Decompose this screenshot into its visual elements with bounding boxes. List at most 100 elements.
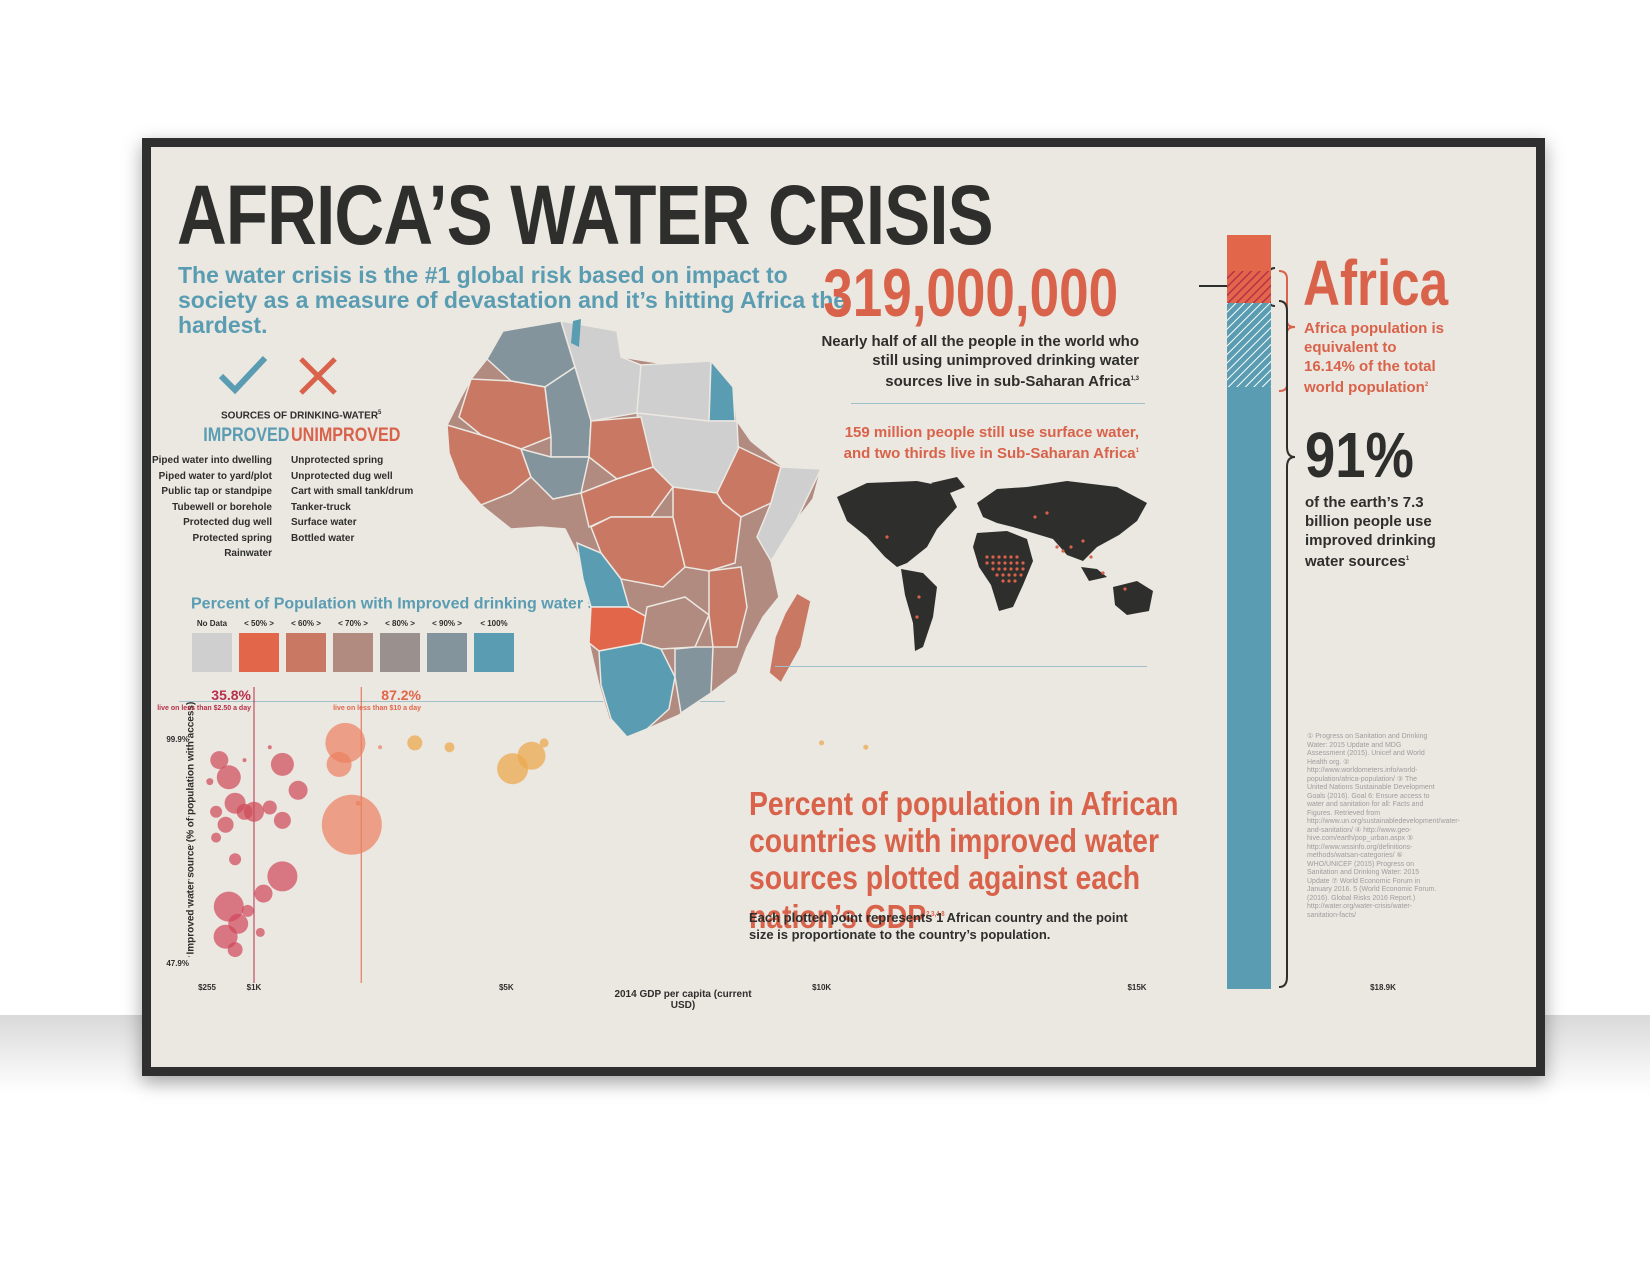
legend-label: < 90% > — [432, 619, 462, 628]
population-bar — [1227, 235, 1271, 989]
divider-left — [179, 701, 725, 702]
list-item: Cart with small tank/drum — [291, 486, 414, 497]
legend-item: < 50% > — [239, 619, 279, 672]
legend-swatch — [239, 633, 279, 672]
data-point — [213, 924, 238, 949]
bar-segment-africa — [1227, 235, 1271, 271]
legend-label: No Data — [196, 619, 228, 628]
footnotes: ① Progress on Sanitation and Drinking Wa… — [1307, 733, 1460, 919]
data-point — [210, 751, 229, 770]
x-axis-label: 2014 GDP per capita (current USD) — [614, 989, 752, 1011]
scatter-plot — [188, 687, 869, 983]
world-bracket — [1278, 300, 1296, 988]
legend-item: < 100% — [474, 619, 514, 672]
legend-swatch — [333, 633, 373, 672]
data-point — [217, 816, 234, 833]
data-point — [497, 753, 529, 785]
unimproved-heading: UNIMPROVED — [291, 425, 401, 446]
data-point — [262, 800, 277, 815]
surface-water-text: 159 million people still use surface wat… — [843, 424, 1139, 462]
data-point — [539, 738, 549, 748]
list-item: Public tap or standpipe — [161, 486, 272, 497]
data-point — [819, 740, 825, 746]
list-item: Protected spring — [192, 532, 272, 544]
bar-segment-africa-improved — [1227, 303, 1271, 387]
data-point — [326, 751, 352, 777]
sources-heading: SOURCES OF DRINKING-WATER5 — [221, 410, 382, 422]
world-percent: 91% — [1305, 419, 1414, 491]
list-item: Rainwater — [224, 548, 272, 559]
big-number: 319,000,000 — [823, 255, 1118, 331]
checkmark-icon — [218, 355, 268, 395]
legend-label: < 50% > — [244, 619, 274, 628]
world-percent-text: of the earth’s 7.3 billion people use im… — [1305, 494, 1436, 570]
data-point — [321, 794, 382, 855]
bar-segment-unimproved — [1227, 271, 1271, 303]
legend-item: No Data — [192, 619, 232, 672]
marker2-text: live on less than $10 a day — [333, 705, 421, 712]
legend-label: < 60% > — [291, 619, 321, 628]
data-point — [267, 745, 272, 750]
improved-heading: IMPROVED — [203, 425, 290, 446]
data-point — [273, 811, 291, 829]
data-point — [210, 805, 223, 818]
world-map — [837, 477, 1153, 651]
marker2-value: 87.2% — [381, 687, 421, 703]
africa-label: Africa — [1303, 247, 1449, 319]
legend-swatch — [286, 633, 326, 672]
scatter-title: Percent of population in African countri… — [749, 785, 1179, 935]
data-point — [267, 861, 298, 892]
data-point — [255, 927, 265, 937]
list-item: Tubewell or borehole — [172, 501, 272, 513]
legend-swatch — [474, 633, 514, 672]
page-title: AFRICA’S WATER CRISIS — [177, 168, 994, 262]
africa-map — [446, 319, 823, 738]
data-point — [254, 884, 273, 903]
divider-stats — [851, 403, 1145, 404]
legend-item: < 90% > — [427, 619, 467, 672]
legend-swatch — [380, 633, 420, 672]
data-point — [242, 758, 247, 763]
legend-label: < 70% > — [338, 619, 368, 628]
data-point — [444, 742, 455, 753]
legend-swatch — [427, 633, 467, 672]
scatter-description: Each plotted point represents 1 African … — [749, 910, 1128, 942]
y-tick-label: 99.9% — [166, 735, 189, 744]
legend-item: < 70% > — [333, 619, 373, 672]
data-point — [407, 735, 423, 751]
legend-swatch — [192, 633, 232, 672]
improved-list: Piped water into dwelling Piped water to… — [151, 453, 272, 562]
bar-segment-world — [1227, 387, 1271, 989]
legend-item: < 60% > — [286, 619, 326, 672]
data-point — [270, 752, 294, 776]
page-subtitle: The water crisis is the #1 global risk b… — [178, 262, 847, 338]
data-point — [236, 803, 253, 820]
list-item: Unprotected dug well — [291, 470, 393, 482]
legend-item: < 80% > — [380, 619, 420, 672]
list-item: Piped water into dwelling — [151, 455, 272, 466]
poster: AFRICA’S WATER CRISIS The water crisis i… — [151, 147, 1536, 1067]
data-point — [211, 832, 222, 843]
data-point — [378, 745, 383, 750]
divider-right — [775, 666, 1147, 667]
data-point — [288, 780, 308, 800]
data-point — [216, 765, 241, 790]
list-item: Tanker-truck — [291, 501, 351, 513]
legend-label: < 100% — [480, 619, 508, 628]
data-point — [227, 942, 243, 958]
marker1-text: live on less than $2.50 a day — [157, 705, 251, 712]
legend-label: < 80% > — [385, 619, 415, 628]
unimproved-list: Unprotected spring Unprotected dug well … — [291, 453, 431, 546]
list-item: Bottled water — [291, 532, 355, 544]
data-point — [863, 744, 869, 750]
marker1-value: 35.8% — [211, 687, 251, 703]
data-point — [355, 800, 361, 806]
list-item: Unprotected spring — [291, 455, 384, 466]
list-item: Piped water to yard/plot — [158, 470, 272, 482]
list-item: Surface water — [291, 517, 357, 528]
data-point — [241, 904, 254, 917]
data-point — [206, 778, 214, 786]
list-item: Protected dug well — [183, 517, 272, 528]
y-tick-label: 47.9% — [166, 959, 189, 968]
big-number-text: Nearly half of all the people in the wor… — [821, 333, 1139, 390]
